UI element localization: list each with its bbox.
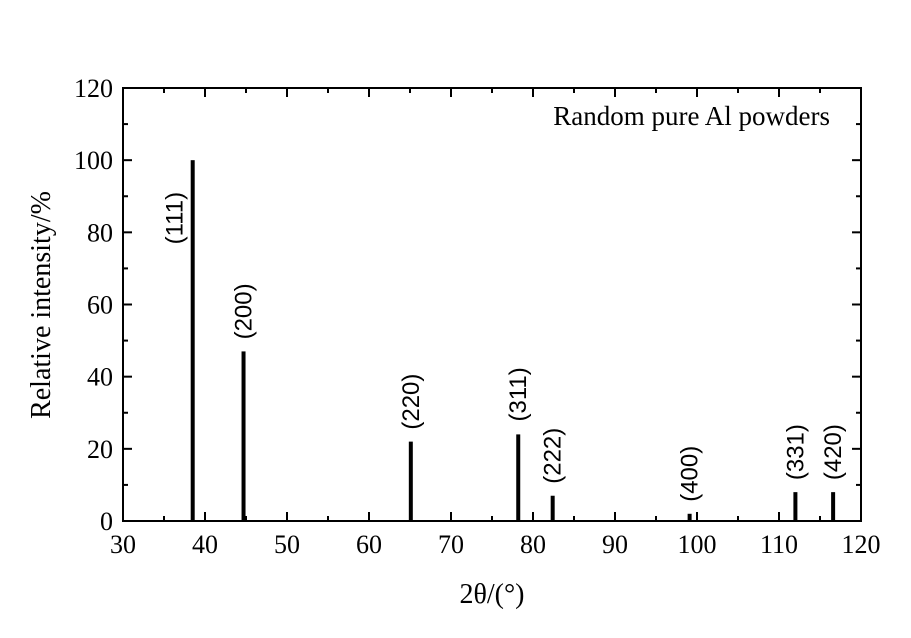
peak-bar	[793, 492, 798, 521]
x-tick-label: 50	[274, 530, 300, 559]
y-axis-title: Relative intensity/%	[26, 191, 57, 419]
x-tick-label: 70	[438, 530, 464, 559]
peak-labels: (111) (200) (220) (311) (222) (400) (331) (420)	[162, 192, 847, 502]
y-tick-label: 0	[100, 507, 113, 536]
peak-bar	[687, 513, 692, 521]
axis-ticks	[122, 87, 862, 522]
peak-label: (220)	[398, 374, 425, 430]
x-tick-label: 100	[678, 530, 717, 559]
y-tick-label: 80	[87, 218, 113, 247]
peak-label: (111)	[162, 192, 189, 244]
peak-label: (331)	[782, 424, 809, 480]
x-tick-label: 30	[110, 530, 136, 559]
x-tick-labels: 30 40 50 60 70 80 90 100 110 120	[110, 530, 881, 559]
x-tick-label: 40	[192, 530, 218, 559]
peak-bar	[550, 495, 555, 521]
peak-label: (420)	[820, 424, 847, 480]
peak-label: (311)	[505, 367, 532, 421]
peak-bar	[831, 492, 836, 521]
x-tick-label: 120	[842, 530, 881, 559]
y-tick-label: 100	[74, 146, 113, 175]
peak-label: (222)	[540, 428, 567, 484]
x-tick-label: 60	[356, 530, 382, 559]
peak-bars	[190, 160, 836, 521]
peak-label: (200)	[231, 283, 258, 339]
y-tick-label: 40	[87, 363, 113, 392]
x-tick-label: 80	[520, 530, 546, 559]
y-tick-label: 120	[74, 74, 113, 103]
x-tick-label: 90	[602, 530, 628, 559]
peak-bar	[190, 160, 195, 521]
x-axis-title: 2θ/(°)	[459, 579, 524, 610]
peak-bar	[241, 351, 246, 521]
y-tick-labels: 0 20 40 60 80 100 120	[74, 74, 113, 536]
legend-annotation: Random pure Al powders	[553, 101, 830, 131]
peak-bar	[408, 441, 413, 521]
peak-bar	[516, 434, 521, 521]
peak-label: (400)	[677, 446, 704, 502]
x-tick-label: 110	[760, 530, 798, 559]
y-tick-label: 60	[87, 291, 113, 320]
y-tick-label: 20	[87, 435, 113, 464]
